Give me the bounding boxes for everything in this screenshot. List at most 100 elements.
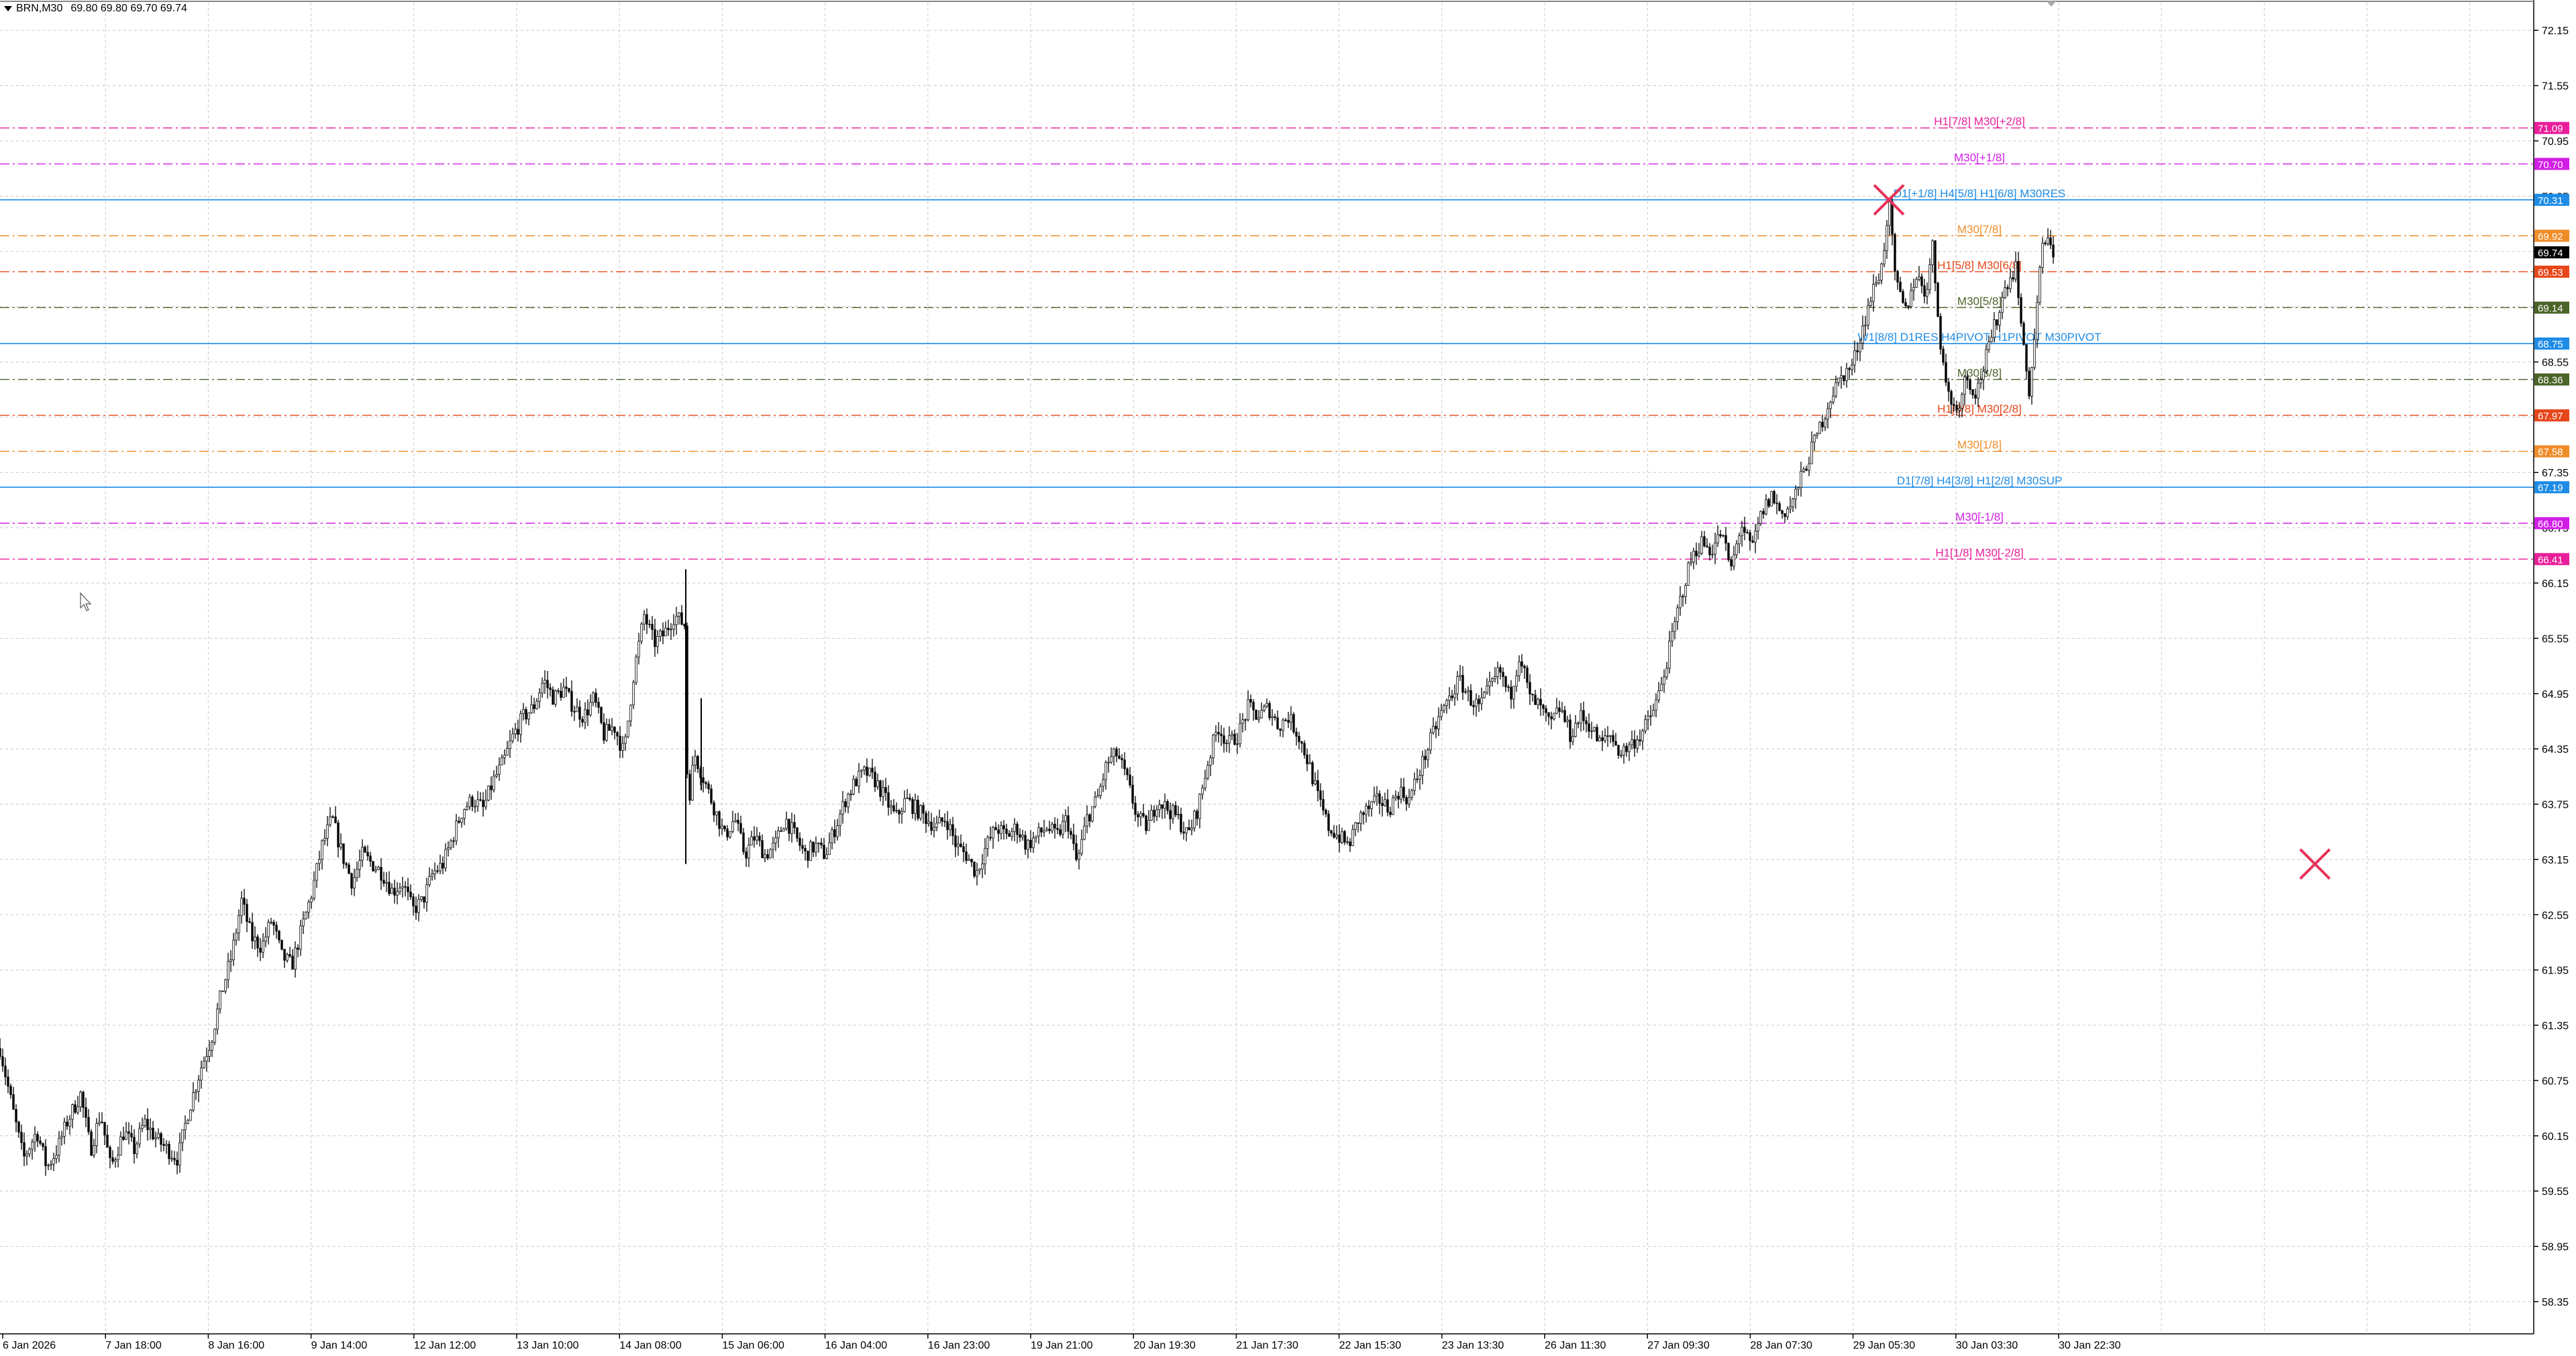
price-tag [2534,373,2569,386]
candle-body [1961,394,1963,409]
candle-body [227,961,229,980]
candle-body [1996,319,1998,326]
candle-body [595,692,597,703]
candle-body [302,919,305,927]
candle-body [433,870,436,875]
candle-body [514,729,517,735]
candle-body [1888,201,1891,226]
candle-body [1209,758,1212,766]
candle-body [1413,778,1416,791]
candle-body [651,623,654,630]
candle-body [1695,550,1698,556]
candle-body [498,764,501,775]
candle-body [106,1135,109,1148]
symbol-label: BRN,M30 [16,3,63,14]
price-tag [2534,409,2569,422]
candle-body [1872,283,1875,302]
candle-body [1660,684,1663,691]
candle-body [697,755,699,770]
candle-body [892,805,895,812]
candle-body [866,766,868,776]
candle-body [2033,339,2036,368]
candle-body [1126,768,1129,776]
candle-body [1821,421,1824,427]
candle-body [721,825,723,829]
candle-body [1389,812,1392,815]
candle-body [366,851,369,857]
candle-body [1765,499,1767,515]
candle-body [1824,419,1826,427]
candle-body [1754,531,1757,543]
candle-body [844,801,847,808]
candle-body [678,612,680,617]
y-tick-label: 60.75 [2542,1076,2569,1087]
candle-body [122,1136,125,1140]
candle-body [984,848,986,865]
candle-body [1233,733,1236,745]
candle-body [1091,806,1094,822]
time-axis[interactable]: 6 Jan 2026 7 Jan 18:00 8 Jan 16:00 9 Jan 14… [2,1334,2121,1351]
dropdown-triangle-icon[interactable] [4,6,12,11]
candle-body [377,867,380,870]
candle-body [1545,708,1547,713]
candle-body [1633,739,1636,749]
symbol-header[interactable]: BRN,M30 69.80 69.80 69.70 69.74 [4,3,187,15]
candle-body [1432,725,1435,733]
price-tag [2534,158,2569,170]
price-tag-label: 67.19 [2538,482,2563,494]
candle-body [1284,719,1287,721]
candle-body [1886,225,1888,252]
candle-body [1923,285,1926,297]
candle-body [772,842,774,850]
candle-body [1045,829,1048,831]
candle-body [1767,499,1770,507]
candle-body [603,722,605,741]
candle-body [1,1056,4,1067]
candle-body [1172,805,1174,819]
candle-body [1802,468,1805,472]
candle-body [1912,287,1915,291]
candle-body [1185,827,1188,834]
candle-body [729,831,731,837]
candle-body [1142,813,1145,817]
candle-body [1188,827,1190,831]
candle-body [1317,780,1319,792]
candle-body [1700,536,1703,554]
candle-body [1139,813,1142,818]
y-tick-label: 64.35 [2542,744,2569,755]
candle-body [1512,686,1515,700]
candle-body [90,1131,93,1156]
candle-body [372,861,374,872]
candle-body [986,837,989,849]
price-tag [2534,445,2569,458]
candle-body [1174,805,1177,815]
candle-body [1845,368,1848,381]
candle-body [1072,834,1075,844]
candle-body [1572,736,1574,742]
candle-body [1649,715,1652,717]
candle-body [4,1065,7,1078]
candle-body [1075,843,1078,860]
level-label: M30[3/8] [1957,367,2002,380]
candle-body [1655,699,1657,711]
candle-body [1303,743,1306,755]
y-tick-label: 64.95 [2542,689,2569,700]
candle-body [1902,291,1904,303]
candle-body [1424,755,1427,760]
candle-body [1408,797,1410,804]
candle-body [36,1134,39,1141]
candle-body [1950,390,1953,405]
candle-body [1056,828,1059,830]
candle-body [197,1080,200,1092]
candle-body [1507,686,1510,688]
candle-body [111,1157,114,1162]
candle-body [1966,376,1969,380]
candle-body [1166,801,1169,811]
candle-body [970,859,973,863]
candle-body [1733,554,1735,566]
candle-body [1080,839,1083,854]
shift-marker-icon[interactable] [2047,1,2056,7]
candle-body [643,614,646,625]
candle-body [992,827,994,839]
